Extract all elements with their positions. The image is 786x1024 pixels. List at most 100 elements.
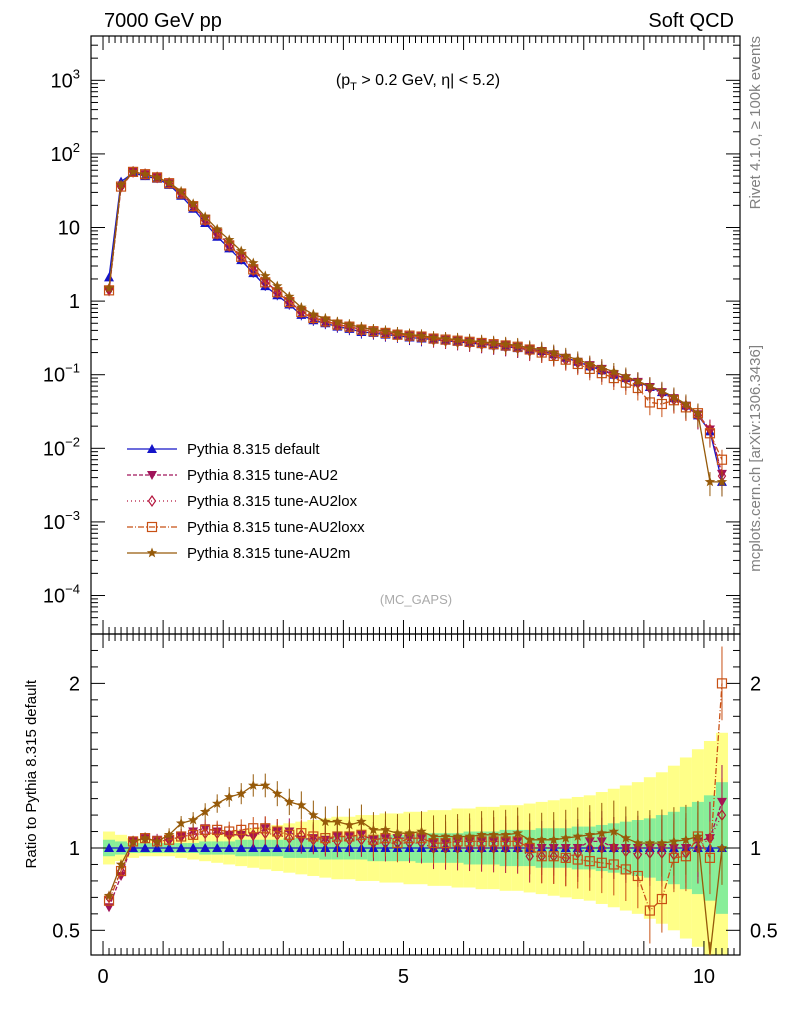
series-marker bbox=[464, 335, 475, 346]
ratio-series-marker bbox=[716, 842, 728, 853]
ratio-series-marker bbox=[344, 819, 355, 830]
ratio-series-marker bbox=[704, 852, 716, 863]
ratio-series-marker bbox=[260, 843, 271, 852]
ratio-series-marker bbox=[332, 816, 343, 827]
ratio-series-marker bbox=[200, 824, 211, 835]
ratio-series-marker bbox=[308, 809, 319, 820]
ratio-series-line bbox=[108, 814, 723, 898]
ratio-series-marker bbox=[139, 832, 151, 843]
legend-marker bbox=[146, 547, 158, 558]
series-4 bbox=[103, 166, 728, 497]
series-marker bbox=[163, 176, 175, 187]
legend-label: Pythia 8.315 tune-AU2loxx bbox=[187, 519, 365, 536]
ratio-series-marker bbox=[644, 905, 655, 916]
series-marker bbox=[596, 362, 607, 372]
ratio-series-marker bbox=[260, 823, 271, 834]
watermark: (MC_GAPS) bbox=[380, 592, 452, 607]
series-marker bbox=[392, 327, 403, 338]
series-marker bbox=[249, 264, 258, 277]
ratio-series-marker bbox=[500, 829, 511, 840]
series-marker bbox=[704, 476, 716, 487]
y-tick-label: 10−2 bbox=[43, 434, 80, 460]
series-marker bbox=[284, 291, 295, 302]
series-marker bbox=[103, 282, 115, 293]
series-marker bbox=[104, 272, 115, 282]
ratio-series-marker bbox=[236, 788, 247, 799]
series-marker bbox=[344, 319, 355, 329]
ratio-series-marker bbox=[248, 823, 259, 834]
ratio-series-marker bbox=[175, 817, 187, 828]
ratio-series-marker bbox=[620, 832, 632, 843]
ratio-series-marker bbox=[488, 829, 499, 840]
series-marker bbox=[704, 428, 716, 439]
ratio-series-marker bbox=[404, 827, 415, 838]
ratio-series-marker bbox=[272, 826, 283, 837]
ratio-series-marker bbox=[680, 834, 692, 845]
main-title: (pT > 0.2 GeV, η| < 5.2) bbox=[336, 72, 500, 93]
ratio-series-marker bbox=[212, 843, 223, 852]
legend-label: Pythia 8.315 default bbox=[187, 441, 320, 458]
ratio-series-marker bbox=[524, 834, 535, 845]
legend-marker bbox=[147, 444, 157, 453]
ratio-series-marker bbox=[536, 834, 547, 845]
ratio-series-marker bbox=[428, 831, 439, 841]
series-marker bbox=[692, 407, 704, 418]
series-marker bbox=[332, 316, 343, 327]
ratio-series-marker bbox=[127, 835, 139, 846]
ratio-series-marker bbox=[368, 824, 379, 835]
ratio-series-marker bbox=[440, 831, 451, 841]
header-title-left: 7000 GeV pp bbox=[104, 10, 222, 32]
y-tick-label: 102 bbox=[51, 140, 80, 166]
ratio-series-marker bbox=[151, 835, 163, 846]
ratio-series-marker bbox=[644, 837, 656, 848]
series-marker bbox=[416, 330, 427, 340]
legend-marker bbox=[146, 521, 158, 533]
ratio-series-marker bbox=[692, 831, 704, 841]
series-marker bbox=[668, 391, 680, 402]
ratio-series-marker bbox=[164, 843, 175, 852]
ratio-series-marker bbox=[380, 824, 391, 835]
series-marker bbox=[512, 339, 523, 350]
ratio-series-marker bbox=[392, 827, 403, 838]
x-tick-label: 5 bbox=[398, 966, 409, 988]
ratio-series-marker bbox=[668, 835, 680, 846]
legend-label: Pythia 8.315 tune-AU2lox bbox=[187, 493, 358, 510]
ratio-series-marker bbox=[224, 843, 235, 852]
ratio-series-marker bbox=[212, 824, 223, 835]
ratio-series-marker bbox=[320, 816, 331, 827]
ratio-series-4 bbox=[103, 773, 728, 956]
series-marker bbox=[440, 333, 451, 343]
series-marker bbox=[548, 347, 559, 357]
series-marker bbox=[212, 223, 223, 234]
ratio-y-tick-label-right: 0.5 bbox=[750, 920, 778, 942]
ratio-series-marker bbox=[140, 843, 151, 852]
side-rivet-label: Rivet 4.1.0, ≥ 100k events bbox=[747, 36, 764, 209]
series-marker bbox=[608, 366, 619, 377]
ratio-series-marker bbox=[716, 678, 728, 689]
series-marker bbox=[584, 358, 595, 369]
ratio-series-marker bbox=[272, 788, 283, 799]
series-marker bbox=[248, 257, 259, 268]
series-marker bbox=[620, 370, 632, 381]
series-marker bbox=[380, 325, 391, 336]
ratio-series-marker bbox=[236, 824, 247, 835]
ratio-series-marker bbox=[176, 843, 187, 852]
ratio-series-marker bbox=[188, 829, 199, 840]
main-title-rest: > 0.2 GeV, η| < 5.2) bbox=[357, 72, 500, 89]
ratio-y-tick-label: 0.5 bbox=[52, 920, 80, 942]
ratio-series-marker bbox=[176, 831, 187, 842]
ratio-series-marker bbox=[284, 796, 295, 807]
series-marker bbox=[236, 251, 246, 264]
series-marker bbox=[285, 296, 294, 309]
series-marker bbox=[296, 302, 307, 312]
x-tick-label: 10 bbox=[693, 966, 715, 988]
y-tick-label: 103 bbox=[51, 66, 80, 92]
y-tick-label: 10−3 bbox=[43, 508, 80, 534]
y-tick-label: 10−1 bbox=[43, 361, 80, 387]
series-marker bbox=[716, 476, 728, 487]
series-marker bbox=[187, 198, 199, 209]
series-marker bbox=[680, 398, 692, 409]
series-marker bbox=[476, 336, 487, 347]
